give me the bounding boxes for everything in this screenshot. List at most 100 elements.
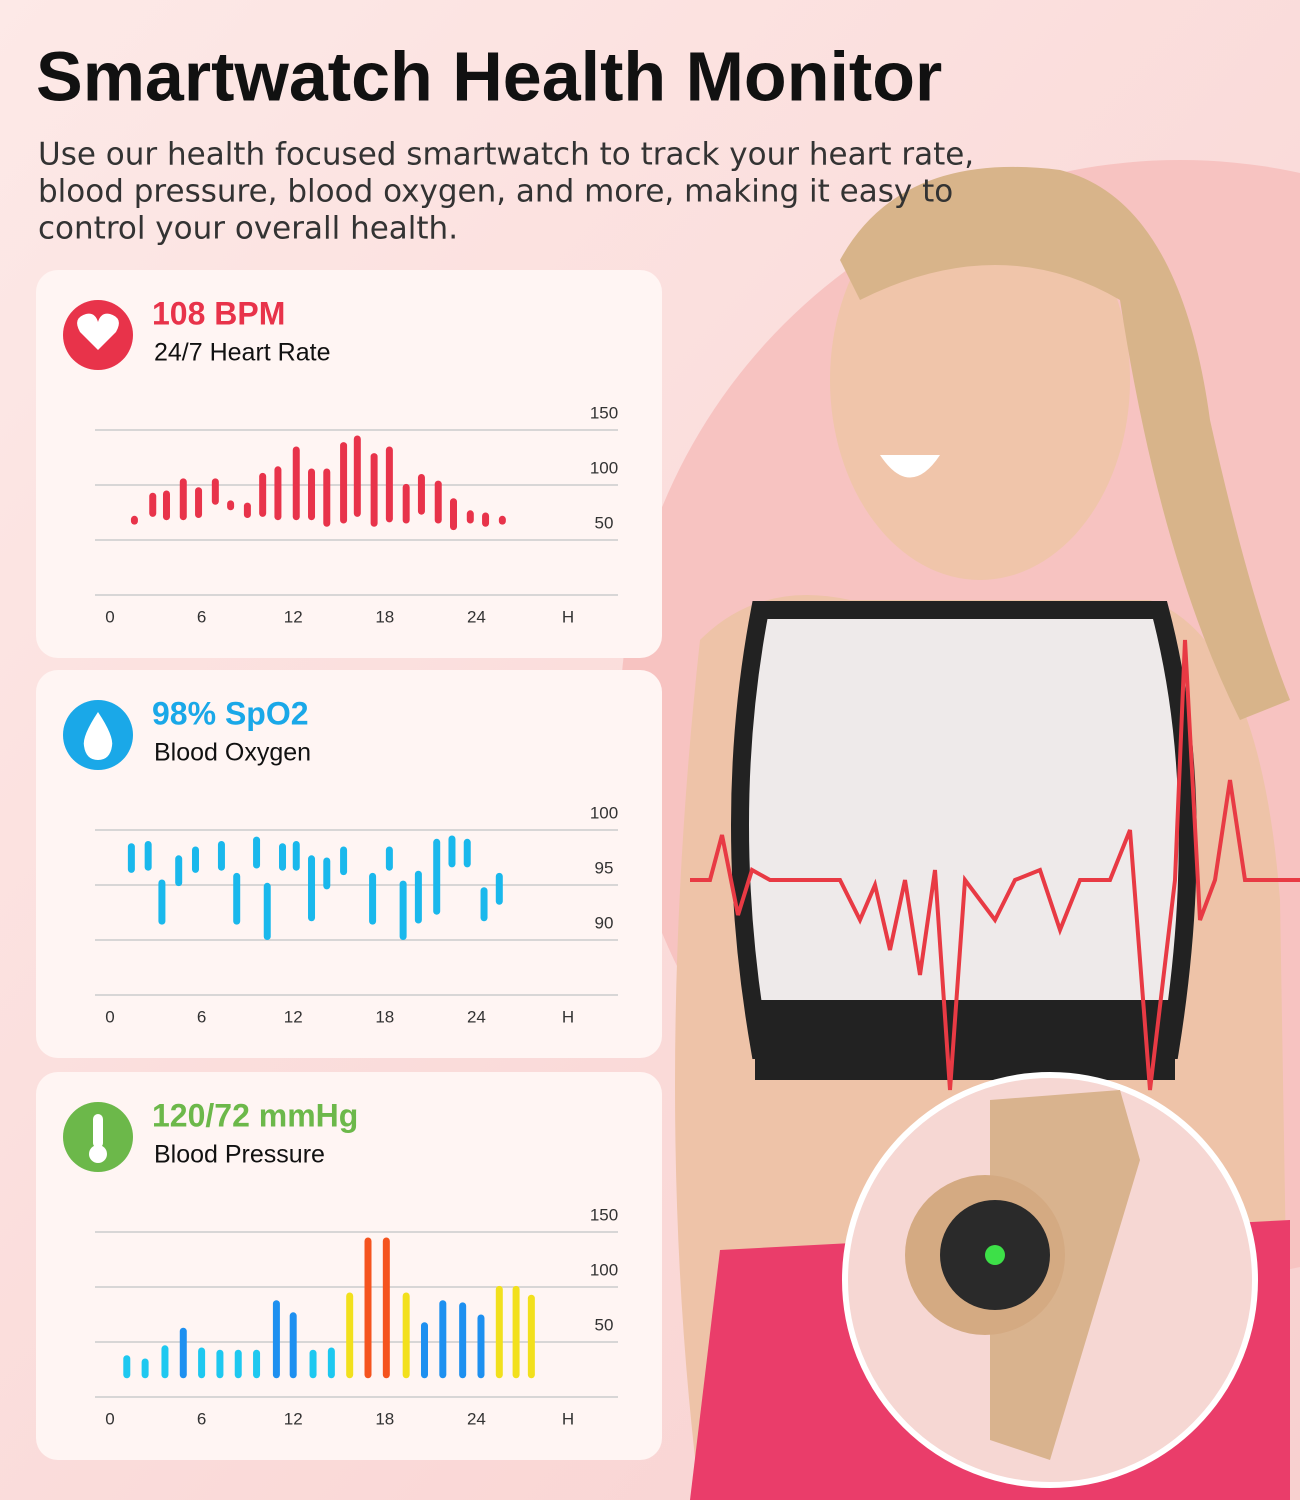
- bar: [149, 492, 157, 517]
- bar: [434, 480, 442, 524]
- ecg-line: [690, 639, 1300, 1091]
- bar: [227, 500, 235, 511]
- bar: [292, 841, 300, 871]
- bar: [263, 882, 271, 940]
- x-tick-label: 6: [197, 1409, 206, 1428]
- description-line: blood pressure, blood oxygen, and more, …: [38, 174, 953, 210]
- x-tick-label: 24: [467, 607, 486, 626]
- bar: [495, 872, 503, 905]
- y-tick-label: 50: [595, 1315, 614, 1334]
- bar: [292, 446, 300, 521]
- x-tick-label: H: [562, 1007, 574, 1026]
- bar: [353, 435, 361, 517]
- bar: [477, 1314, 485, 1379]
- bar: [364, 1237, 372, 1379]
- bar: [191, 846, 199, 873]
- bar: [482, 512, 490, 527]
- bar: [289, 1312, 297, 1379]
- bar: [346, 1292, 354, 1379]
- bar: [198, 1347, 206, 1379]
- icon: [63, 1102, 133, 1172]
- bar: [158, 879, 166, 925]
- bar: [195, 487, 203, 518]
- bar: [308, 468, 316, 521]
- bar: [123, 1355, 131, 1379]
- bar: [274, 466, 282, 521]
- x-tick-label: 6: [197, 607, 206, 626]
- x-tick-label: 18: [375, 607, 394, 626]
- bar: [459, 1302, 467, 1379]
- description-line: control your overall health.: [38, 211, 458, 247]
- bar: [259, 472, 267, 517]
- bar: [512, 1285, 520, 1379]
- x-tick-label: 12: [284, 1007, 303, 1026]
- card-bg: [36, 270, 662, 658]
- bar: [498, 515, 506, 525]
- bar: [399, 880, 407, 940]
- x-tick-label: 6: [197, 1007, 206, 1026]
- chart-title: 98% SpO2: [152, 695, 309, 731]
- bar: [327, 1347, 335, 1379]
- bar: [217, 841, 225, 871]
- y-tick-label: 50: [595, 513, 614, 532]
- icon: [63, 700, 133, 770]
- bar: [340, 846, 348, 876]
- bar: [216, 1349, 224, 1379]
- watch-inset: [842, 1072, 1258, 1488]
- bar: [369, 872, 377, 925]
- bar: [385, 446, 393, 523]
- bar: [309, 1349, 317, 1379]
- chart-card: 108 BPM 24/7 Heart Rate 50 100 150 0 6 12 18 24 H: [36, 270, 662, 658]
- bar: [161, 1345, 169, 1379]
- bar: [279, 843, 287, 871]
- description-line: Use our health focused smartwatch to tra…: [38, 137, 974, 173]
- bar: [253, 836, 261, 869]
- bar: [272, 1300, 280, 1379]
- bar: [439, 1300, 447, 1379]
- bar: [175, 855, 183, 887]
- x-tick-label: 0: [105, 1409, 114, 1428]
- y-tick-label: 100: [590, 458, 618, 477]
- bar: [127, 843, 135, 873]
- y-tick-label: 100: [590, 1260, 618, 1279]
- bar: [179, 1327, 187, 1379]
- x-tick-label: 0: [105, 607, 114, 626]
- drop-icon: [83, 712, 113, 760]
- x-tick-label: 24: [467, 1409, 486, 1428]
- chart-card: 98% SpO2 Blood Oxygen 90 95 100 0 6 12 18 24 H: [36, 670, 662, 1058]
- x-tick-label: 18: [375, 1007, 394, 1026]
- bar: [527, 1294, 535, 1379]
- bar: [385, 846, 393, 871]
- bar: [308, 855, 316, 922]
- page-title: Smartwatch Health Monitor: [36, 37, 942, 115]
- bar: [144, 841, 152, 871]
- bar: [402, 483, 410, 524]
- bar: [495, 1285, 503, 1379]
- bar: [141, 1358, 149, 1379]
- bar: [382, 1237, 390, 1379]
- chart-card: 120/72 mmHg Blood Pressure 50 100 150 0 6 12 18 2…: [36, 1072, 662, 1460]
- bar: [370, 453, 378, 527]
- bar: [420, 1322, 428, 1379]
- y-tick-label: 95: [595, 858, 614, 877]
- bar: [463, 838, 471, 868]
- bar: [162, 490, 170, 521]
- bar: [340, 442, 348, 524]
- y-tick-label: 100: [590, 803, 618, 822]
- thermo-icon: [93, 1114, 103, 1148]
- card-bg: [36, 1072, 662, 1460]
- bar: [211, 478, 219, 505]
- chart-subtitle: 24/7 Heart Rate: [154, 339, 331, 367]
- chart-title: 120/72 mmHg: [152, 1097, 358, 1133]
- x-tick-label: H: [562, 607, 574, 626]
- y-tick-label: 90: [595, 913, 614, 932]
- bar: [402, 1292, 410, 1379]
- x-tick-label: 0: [105, 1007, 114, 1026]
- bar: [179, 478, 187, 521]
- heart-icon: [77, 313, 119, 350]
- chart-title: 108 BPM: [152, 295, 285, 331]
- chart-subtitle: Blood Pressure: [154, 1141, 325, 1169]
- bar: [233, 872, 241, 925]
